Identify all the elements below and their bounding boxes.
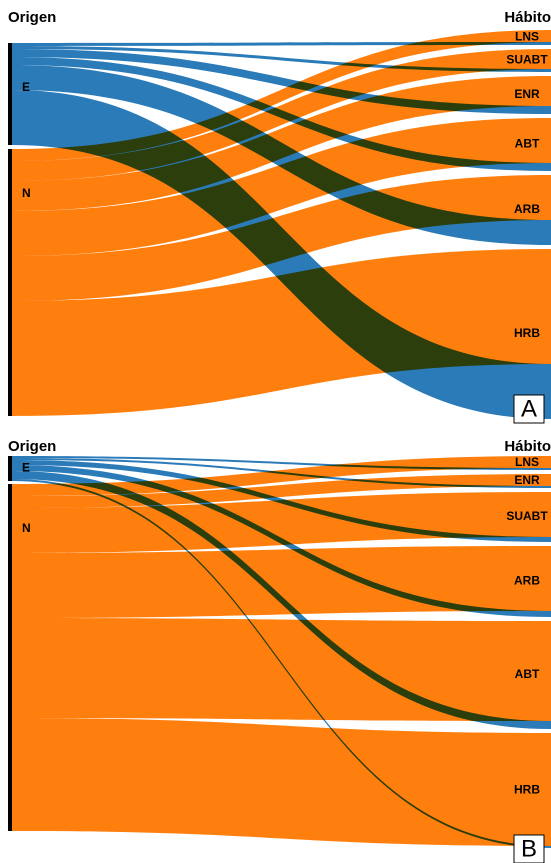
flow [12,65,551,245]
source-node [8,456,12,481]
flow [12,46,551,72]
panel-label: B [521,835,537,862]
left-title: Origen [8,438,56,455]
flow [12,456,551,470]
flow [12,49,551,114]
target-label: SUABT [506,509,548,523]
panel-label-box [513,394,545,424]
right-title: Hábito [504,9,551,26]
flow [12,30,551,161]
target-label: ENR [514,87,540,101]
flow [12,718,551,846]
target-label: ENR [514,473,540,487]
flow [12,471,551,729]
flow [12,460,551,542]
flow [12,249,551,416]
flow [12,492,551,553]
flow [12,479,551,848]
flow [12,42,551,46]
source-node [8,149,12,416]
flow [12,465,551,617]
panel: Origen Hábito E N LNS SUABT ENR ABT ARB HRB A [8,9,551,424]
target-label: LNS [515,30,539,44]
target-label: ABT [515,137,540,151]
panel: Origen Hábito E N LNS ENR SUABT ARB ABT HRB B [8,438,551,863]
target-label: ABT [515,667,540,681]
panel-label: A [521,395,537,422]
flow [12,618,551,721]
flow [12,90,551,419]
target-label: ARB [514,574,540,588]
source-label: E [22,80,30,94]
target-label: ARB [514,202,540,216]
target-label: LNS [515,455,539,469]
source-node [8,484,12,831]
target-label: HRB [514,326,540,340]
target-label: SUABT [506,53,548,67]
panel-label-box [513,834,545,863]
source-node [8,43,12,145]
source-label: E [22,461,30,475]
right-title: Hábito [504,438,551,455]
source-label: N [22,186,31,200]
left-title: Origen [8,9,56,26]
flow [12,458,551,488]
target-label: HRB [514,783,540,797]
flow [12,57,551,171]
source-label: N [22,521,31,535]
